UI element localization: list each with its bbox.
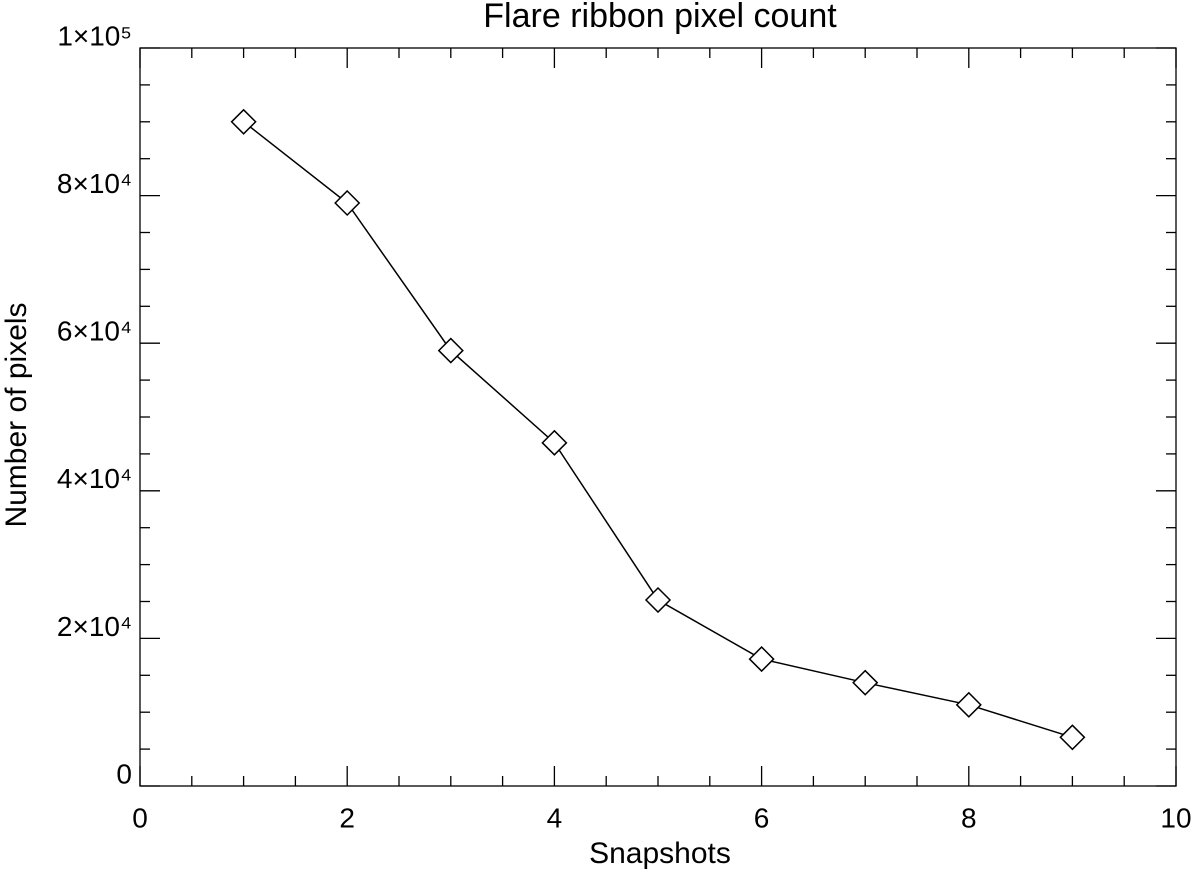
y-tick-label: 2×10⁴ (57, 611, 132, 642)
y-tick-label: 1×10⁵ (57, 20, 132, 51)
x-axis-label: Snapshots (589, 837, 731, 870)
y-tick-label: 4×10⁴ (57, 463, 132, 494)
x-tick-label: 2 (339, 802, 355, 833)
y-axis-label: Number of pixels (0, 302, 33, 527)
diamond-marker (644, 586, 672, 614)
x-tick-label: 0 (132, 802, 148, 833)
y-tick-label: 0 (116, 758, 132, 789)
plot-frame (139, 47, 1177, 787)
diamond-marker (748, 646, 775, 673)
diamond-marker (230, 108, 257, 135)
y-tick-label: 8×10⁴ (57, 168, 132, 199)
diamond-marker (1059, 724, 1086, 751)
diamond-marker (334, 189, 361, 217)
diamond-marker (852, 669, 879, 696)
x-tick-label: 8 (961, 802, 977, 833)
x-tick-label: 10 (1160, 802, 1191, 833)
x-tick-label: 6 (754, 802, 770, 833)
line-series (243, 121, 1073, 739)
x-tick-label: 4 (547, 802, 563, 833)
diamond-marker (955, 691, 982, 718)
y-tick-label: 6×10⁴ (57, 316, 132, 347)
chart-title: Flare ribbon pixel count (483, 0, 837, 35)
diamond-marker (541, 429, 568, 456)
diamond-marker (437, 337, 464, 364)
